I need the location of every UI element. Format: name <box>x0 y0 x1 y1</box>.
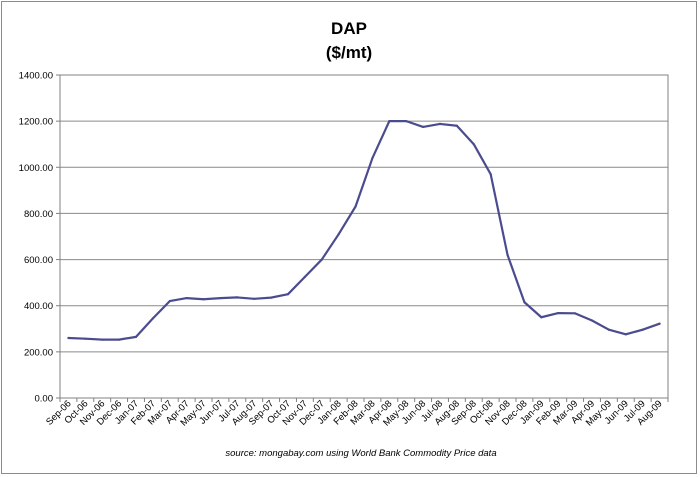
y-tick-label: 800.00 <box>24 209 53 220</box>
gridlines <box>60 74 668 353</box>
data-point <box>472 143 475 146</box>
data-point <box>607 328 610 331</box>
data-point <box>371 156 374 160</box>
series-group <box>67 120 661 341</box>
data-point <box>303 275 306 278</box>
data-point <box>489 173 492 176</box>
chart-subtitle: ($/mt) <box>326 43 372 62</box>
data-point <box>658 322 661 325</box>
data-point <box>101 338 104 341</box>
data-point <box>540 316 543 319</box>
data-point <box>422 125 425 129</box>
data-point <box>67 336 70 340</box>
data-point <box>438 122 442 126</box>
data-point <box>270 296 273 299</box>
data-point <box>202 298 205 301</box>
data-point <box>641 328 644 331</box>
data-point <box>219 297 222 300</box>
y-tick-label: 1000.00 <box>19 163 53 174</box>
data-point <box>455 124 458 127</box>
chart-title: DAP <box>331 19 367 38</box>
y-tick-label: 600.00 <box>24 255 53 266</box>
data-point <box>118 338 121 341</box>
data-point <box>337 233 340 236</box>
data-point <box>320 258 323 261</box>
data-point <box>354 205 357 208</box>
plot-area <box>59 74 669 399</box>
data-point <box>388 120 391 123</box>
y-tick-label: 200.00 <box>24 347 53 358</box>
data-point <box>236 296 239 299</box>
series-line <box>67 120 661 341</box>
data-point <box>168 300 171 303</box>
data-point <box>574 312 577 315</box>
y-tick-label: 400.00 <box>24 301 53 312</box>
source-note: source: mongabay.com using World Bank Co… <box>225 448 496 459</box>
data-point <box>134 335 138 338</box>
data-point <box>624 333 627 336</box>
data-point <box>151 317 154 320</box>
y-tick-label: 0.00 <box>35 394 54 405</box>
x-axis: Sep-06Oct-06Nov-06Dec-06Jan-07Feb-07Mar-… <box>44 398 669 429</box>
data-point <box>185 297 188 300</box>
data-point <box>286 293 290 296</box>
y-tick-label: 1200.00 <box>19 117 53 128</box>
y-tick-label: 1400.00 <box>19 71 53 82</box>
data-point <box>557 311 560 315</box>
data-point <box>405 120 408 123</box>
data-point <box>590 319 594 322</box>
y-axis: 0.00 200.00 400.00 600.00 800.00 1000.00 1200.… <box>19 71 60 405</box>
data-point <box>523 301 526 304</box>
data-point <box>506 253 509 257</box>
data-point <box>84 337 87 340</box>
data-point <box>253 297 256 300</box>
